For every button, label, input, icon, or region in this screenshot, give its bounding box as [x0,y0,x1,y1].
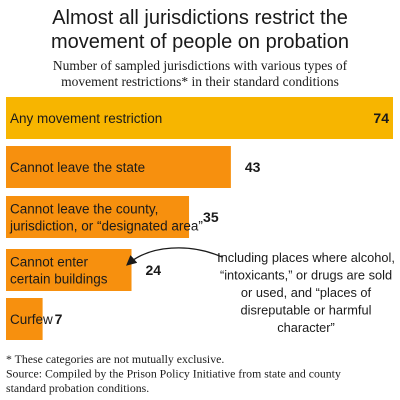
footnote-line: standard probation conditions. [6,381,149,395]
bar [6,97,393,139]
bar [6,298,43,340]
bar [6,146,231,188]
bar-label: jurisdiction, or “designated area” [9,219,203,234]
bar-label: Cannot enter [10,255,89,270]
chart-subtitle: Number of sampled jurisdictions with var… [53,58,348,89]
footnote-line: * These categories are not mutually excl… [6,352,224,366]
bar-label: certain buildings [10,272,108,287]
title-line: movement of people on probation [51,31,349,53]
bar-label: Cannot leave the state [10,160,145,175]
annotation-line: Including places where alcohol, [217,250,395,265]
annotation-line: “intoxicants,” or drugs are sold [220,268,392,283]
bar-label: Cannot leave the county, [10,202,158,217]
annotation-line: or used, and “places of [241,285,372,300]
subtitle-line: movement restrictions* in their standard… [61,74,339,89]
value-label: 35 [203,209,219,225]
footnote-line: Source: Compiled by the Prison Policy In… [6,367,341,381]
value-label: 74 [373,110,389,126]
value-label: 7 [55,311,63,327]
annotation-line: character” [277,320,335,335]
bar-label: Any movement restriction [10,111,162,126]
value-label: 43 [245,159,261,175]
annotation-arrow [126,247,223,266]
footnotes: * These categories are not mutually excl… [6,352,341,395]
bar [6,196,190,238]
value-label: 24 [146,262,162,278]
annotation-line: disreputable or harmful [241,303,372,318]
bars: Any movement restriction 74 Cannot leave t… [6,97,393,340]
chart-title: Almost all jurisdictions restrict themov… [51,7,349,53]
bar [6,249,132,291]
subtitle-line: Number of sampled jurisdictions with var… [53,58,348,73]
title-line: Almost all jurisdictions restrict the [52,7,348,29]
annotation: Including places where alcohol, “intoxica… [126,247,395,335]
bar-label: Curfew [10,312,53,327]
